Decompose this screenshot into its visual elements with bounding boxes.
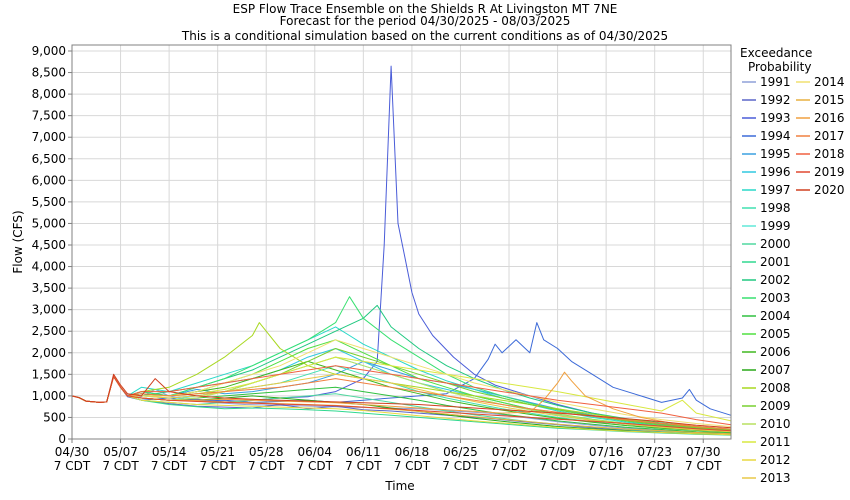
y-axis-ticks: 0 500 1,000 1,500 2,000 2,500 3,000 3,500 4,000 4… (32, 44, 72, 446)
y-tick-label: 2,000 (32, 346, 66, 360)
y-tick-label: 5,500 (32, 195, 66, 209)
series-line-2020 (71, 373, 732, 429)
series-lines (71, 65, 732, 436)
legend-label-2011: 2011 (760, 435, 791, 449)
x-tick-label-date: 07/23 (637, 445, 672, 459)
x-tick-label-date: 06/25 (443, 445, 478, 459)
legend-label-2013: 2013 (760, 471, 791, 485)
legend-label-2002: 2002 (760, 273, 791, 287)
legend-label-1991: 1991 (760, 75, 791, 89)
legend-label-1997: 1997 (760, 183, 791, 197)
y-tick-label: 6,500 (32, 152, 66, 166)
legend-label-2007: 2007 (760, 363, 791, 377)
x-axis-label: Time (384, 479, 414, 493)
x-tick-label-date: 07/16 (589, 445, 624, 459)
x-tick-label-date: 05/28 (249, 445, 284, 459)
legend-label-1999: 1999 (760, 219, 791, 233)
x-tick-label-tz: 7 CDT (685, 459, 722, 473)
chart-subtitle: Forecast for the period 04/30/2025 - 08/… (280, 14, 571, 28)
y-tick-label: 4,000 (32, 260, 66, 274)
y-tick-label: 4,500 (32, 238, 66, 252)
x-tick-label-tz: 7 CDT (248, 459, 285, 473)
plot-frame (71, 44, 732, 440)
legend-label-2005: 2005 (760, 327, 791, 341)
x-tick-label-tz: 7 CDT (442, 459, 479, 473)
x-tick-label-date: 06/11 (346, 445, 381, 459)
x-tick-label-date: 06/04 (297, 445, 332, 459)
y-tick-label: 9,000 (32, 44, 66, 58)
x-tick-label-date: 04/30 (55, 445, 90, 459)
grid-lines (71, 45, 731, 440)
y-tick-label: 1,000 (32, 389, 66, 403)
legend-label-2010: 2010 (760, 417, 791, 431)
x-tick-label-tz: 7 CDT (102, 459, 139, 473)
y-tick-label: 500 (43, 410, 66, 424)
y-tick-label: 3,000 (32, 303, 66, 317)
legend-label-2015: 2015 (814, 93, 845, 107)
legend-title-2: Probability (748, 60, 811, 74)
legend-label-2012: 2012 (760, 453, 791, 467)
legend-label-2014: 2014 (814, 75, 845, 89)
legend-label-1995: 1995 (760, 147, 791, 161)
legend-items: 1991 1992 1993 1994 1995 1996 1997 1998 1999 2000… (742, 75, 845, 485)
x-tick-label-tz: 7 CDT (151, 459, 188, 473)
legend-label-2004: 2004 (760, 309, 791, 323)
legend-label-2017: 2017 (814, 129, 845, 143)
legend-label-2006: 2006 (760, 345, 791, 359)
y-tick-label: 1,500 (32, 367, 66, 381)
legend-label-1993: 1993 (760, 111, 791, 125)
legend-label-2001: 2001 (760, 255, 791, 269)
legend-label-2000: 2000 (760, 237, 791, 251)
legend-label-2003: 2003 (760, 291, 791, 305)
y-tick-label: 7,000 (32, 130, 66, 144)
x-tick-label-tz: 7 CDT (345, 459, 382, 473)
legend-label-1994: 1994 (760, 129, 791, 143)
legend-label-2008: 2008 (760, 381, 791, 395)
y-tick-label: 5,000 (32, 216, 66, 230)
x-tick-label-date: 05/14 (152, 445, 187, 459)
x-tick-label-tz: 7 CDT (297, 459, 334, 473)
legend-label-2018: 2018 (814, 147, 845, 161)
x-tick-label-date: 05/07 (103, 445, 138, 459)
x-tick-label-date: 07/30 (686, 445, 721, 459)
x-tick-label-tz: 7 CDT (636, 459, 673, 473)
chart-subtitle-2: This is a conditional simulation based o… (181, 29, 668, 43)
legend-title: Exceedance (740, 46, 812, 60)
x-tick-label-date: 07/02 (492, 445, 527, 459)
x-tick-label-tz: 7 CDT (394, 459, 431, 473)
y-tick-label: 6,000 (32, 173, 66, 187)
x-tick-label-tz: 7 CDT (588, 459, 625, 473)
legend-label-1996: 1996 (760, 165, 791, 179)
legend-label-2016: 2016 (814, 111, 845, 125)
y-tick-label: 0 (58, 432, 66, 446)
y-axis-label: Flow (CFS) (11, 210, 25, 273)
legend-label-2020: 2020 (814, 183, 845, 197)
y-tick-label: 8,500 (32, 66, 66, 80)
legend-label-2019: 2019 (814, 165, 845, 179)
x-tick-label-date: 07/09 (540, 445, 575, 459)
y-tick-label: 2,500 (32, 324, 66, 338)
y-tick-label: 8,000 (32, 87, 66, 101)
legend-label-1992: 1992 (760, 93, 791, 107)
x-tick-label-tz: 7 CDT (539, 459, 576, 473)
legend-label-1998: 1998 (760, 201, 791, 215)
x-tick-label-date: 06/18 (395, 445, 430, 459)
chart-title: ESP Flow Trace Ensemble on the Shields R… (233, 2, 618, 16)
legend: Exceedance Probability 19911992199319941… (740, 46, 845, 485)
x-tick-label-tz: 7 CDT (199, 459, 236, 473)
legend-label-2009: 2009 (760, 399, 791, 413)
y-tick-label: 7,500 (32, 109, 66, 123)
x-tick-label-tz: 7 CDT (491, 459, 528, 473)
y-tick-label: 3,500 (32, 281, 66, 295)
x-tick-label-tz: 7 CDT (54, 459, 91, 473)
x-tick-label-date: 05/21 (200, 445, 235, 459)
